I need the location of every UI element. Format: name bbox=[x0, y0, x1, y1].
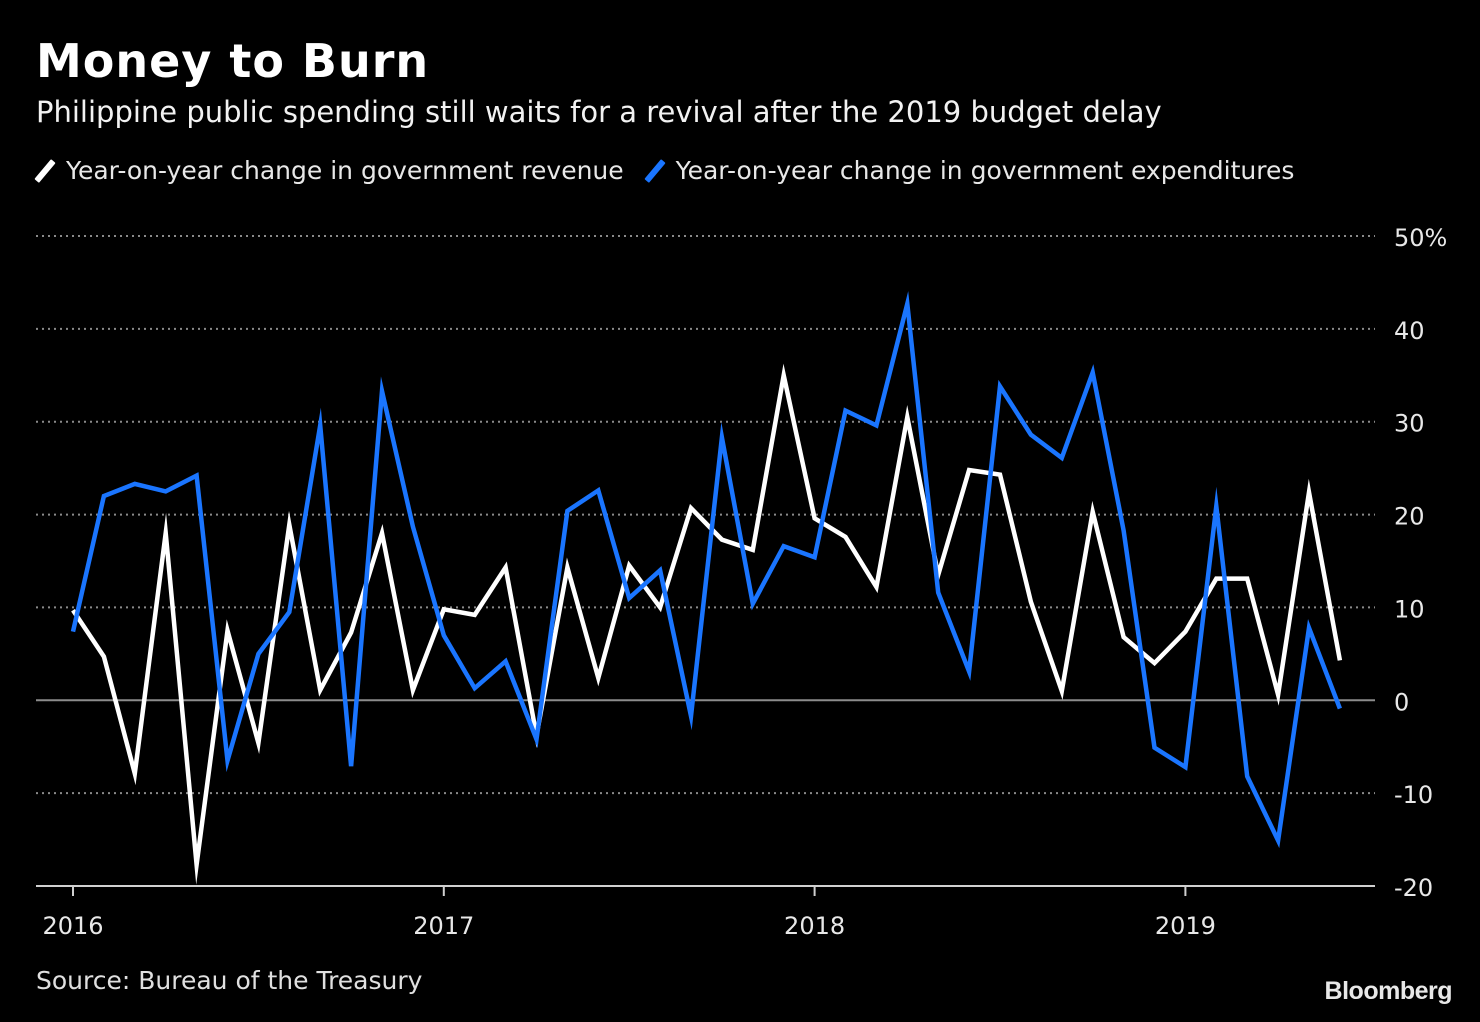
legend-label-revenue: Year-on-year change in government revenu… bbox=[66, 156, 624, 185]
y-axis-labels: 50% 40 30 20 10 0 -10 -20 bbox=[1394, 224, 1447, 902]
x-tick-label: 2016 bbox=[42, 912, 103, 940]
gridlines bbox=[36, 235, 1375, 795]
y-tick-label: 30 bbox=[1394, 410, 1425, 438]
legend-label-expenditure: Year-on-year change in government expend… bbox=[675, 156, 1295, 185]
y-tick-label: 0 bbox=[1394, 688, 1409, 716]
x-tick-label: 2019 bbox=[1155, 912, 1216, 940]
y-tick-label: -10 bbox=[1394, 781, 1433, 809]
y-tick-label: 40 bbox=[1394, 317, 1425, 345]
bloomberg-logo: Bloomberg bbox=[1324, 977, 1453, 1005]
y-tick-label: 20 bbox=[1394, 503, 1425, 531]
y-tick-label: -20 bbox=[1394, 874, 1433, 902]
chart-subtitle: Philippine public spending still waits f… bbox=[36, 95, 1162, 129]
series-lines bbox=[70, 291, 1343, 885]
revenue-line bbox=[71, 363, 1343, 885]
chart-title: Money to Burn bbox=[36, 34, 430, 88]
y-tick-label: 10 bbox=[1394, 595, 1425, 623]
x-tick-label: 2018 bbox=[784, 912, 845, 940]
x-axis-labels: 2016 2017 2018 2019 bbox=[42, 912, 1215, 940]
x-tick-label: 2017 bbox=[413, 912, 474, 940]
expenditure-line bbox=[70, 291, 1343, 849]
source-note: Source: Bureau of the Treasury bbox=[36, 966, 423, 995]
legend-item-revenue: Year-on-year change in government revenu… bbox=[34, 156, 624, 185]
y-tick-label: 50% bbox=[1394, 224, 1447, 252]
x-axis bbox=[36, 885, 1375, 896]
legend-item-expenditure: Year-on-year change in government expend… bbox=[644, 156, 1295, 185]
chart-legend: Year-on-year change in government revenu… bbox=[34, 156, 1316, 185]
